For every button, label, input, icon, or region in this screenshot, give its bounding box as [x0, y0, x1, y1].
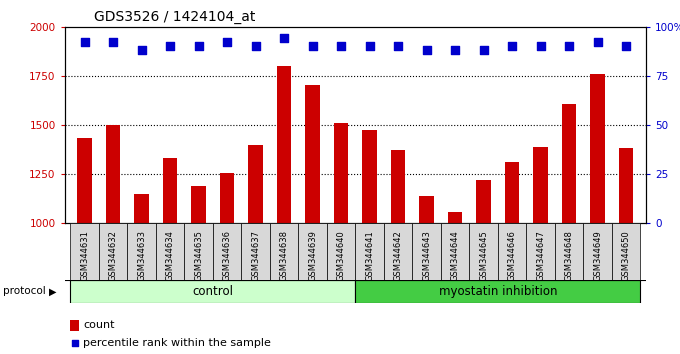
Bar — [71, 320, 79, 331]
Point — [392, 44, 403, 49]
Point — [564, 44, 575, 49]
Text: count: count — [83, 320, 115, 330]
Text: percentile rank within the sample: percentile rank within the sample — [83, 338, 271, 348]
Text: GDS3526 / 1424104_at: GDS3526 / 1424104_at — [94, 10, 255, 24]
Bar — [469, 223, 498, 281]
Point — [279, 35, 290, 41]
Bar — [327, 223, 355, 281]
Bar — [192, 186, 205, 223]
Bar — [391, 150, 405, 223]
Bar — [448, 212, 462, 223]
Text: GSM344642: GSM344642 — [394, 230, 403, 281]
Bar — [555, 223, 583, 281]
Point — [507, 44, 517, 49]
Bar — [163, 158, 177, 223]
Bar — [590, 74, 605, 223]
Point — [421, 47, 432, 53]
Point — [445, 259, 456, 265]
Point — [478, 47, 489, 53]
Bar — [213, 223, 241, 281]
Bar — [156, 223, 184, 281]
Bar — [498, 223, 526, 281]
Text: protocol: protocol — [3, 286, 46, 296]
Text: GSM344638: GSM344638 — [279, 230, 288, 281]
Bar — [99, 223, 127, 281]
Point — [449, 47, 460, 53]
Bar — [562, 104, 576, 223]
Text: GSM344634: GSM344634 — [165, 230, 175, 281]
Bar — [299, 223, 327, 281]
Bar — [619, 148, 633, 223]
Point — [336, 44, 347, 49]
Bar — [70, 223, 99, 281]
Bar — [220, 173, 234, 223]
Point — [307, 44, 318, 49]
Text: GSM344637: GSM344637 — [251, 230, 260, 281]
Text: GSM344632: GSM344632 — [109, 230, 118, 281]
Bar — [526, 223, 555, 281]
Bar — [412, 223, 441, 281]
Bar — [384, 223, 412, 281]
Text: GSM344631: GSM344631 — [80, 230, 89, 281]
Bar — [241, 223, 270, 281]
Bar — [184, 223, 213, 281]
Point — [364, 44, 375, 49]
Text: GSM344650: GSM344650 — [622, 230, 630, 281]
Text: GSM344648: GSM344648 — [564, 230, 573, 281]
Bar — [106, 125, 120, 223]
Bar — [420, 195, 434, 223]
Text: GSM344646: GSM344646 — [507, 230, 517, 281]
Point — [79, 39, 90, 45]
Text: GSM344640: GSM344640 — [337, 230, 345, 281]
Point — [165, 44, 175, 49]
Bar — [248, 145, 262, 223]
Bar — [70, 280, 356, 303]
Bar — [135, 194, 149, 223]
Bar — [127, 223, 156, 281]
Bar — [356, 223, 384, 281]
Bar — [441, 223, 469, 281]
Bar — [305, 85, 320, 223]
Point — [535, 44, 546, 49]
Bar — [612, 223, 641, 281]
Point — [107, 39, 118, 45]
Text: GSM344644: GSM344644 — [451, 230, 460, 281]
Text: GSM344647: GSM344647 — [536, 230, 545, 281]
Bar — [533, 147, 547, 223]
Text: myostatin inhibition: myostatin inhibition — [439, 285, 557, 298]
Bar — [505, 162, 519, 223]
Text: GSM344633: GSM344633 — [137, 230, 146, 281]
Bar — [362, 130, 377, 223]
Bar — [277, 66, 291, 223]
Text: GSM344636: GSM344636 — [222, 230, 232, 281]
Bar — [270, 223, 299, 281]
Point — [592, 39, 603, 45]
Text: GSM344643: GSM344643 — [422, 230, 431, 281]
Text: GSM344645: GSM344645 — [479, 230, 488, 281]
Bar — [78, 138, 92, 223]
Point — [621, 44, 632, 49]
Point — [250, 44, 261, 49]
Point — [222, 39, 233, 45]
Bar — [583, 223, 612, 281]
Text: GSM344641: GSM344641 — [365, 230, 374, 281]
Text: GSM344649: GSM344649 — [593, 230, 602, 281]
Point — [136, 47, 147, 53]
Text: control: control — [192, 285, 233, 298]
Bar — [334, 123, 348, 223]
Text: GSM344635: GSM344635 — [194, 230, 203, 281]
Bar — [477, 180, 491, 223]
Point — [193, 44, 204, 49]
Text: ▶: ▶ — [49, 286, 56, 296]
Bar — [356, 280, 641, 303]
Text: GSM344639: GSM344639 — [308, 230, 317, 281]
